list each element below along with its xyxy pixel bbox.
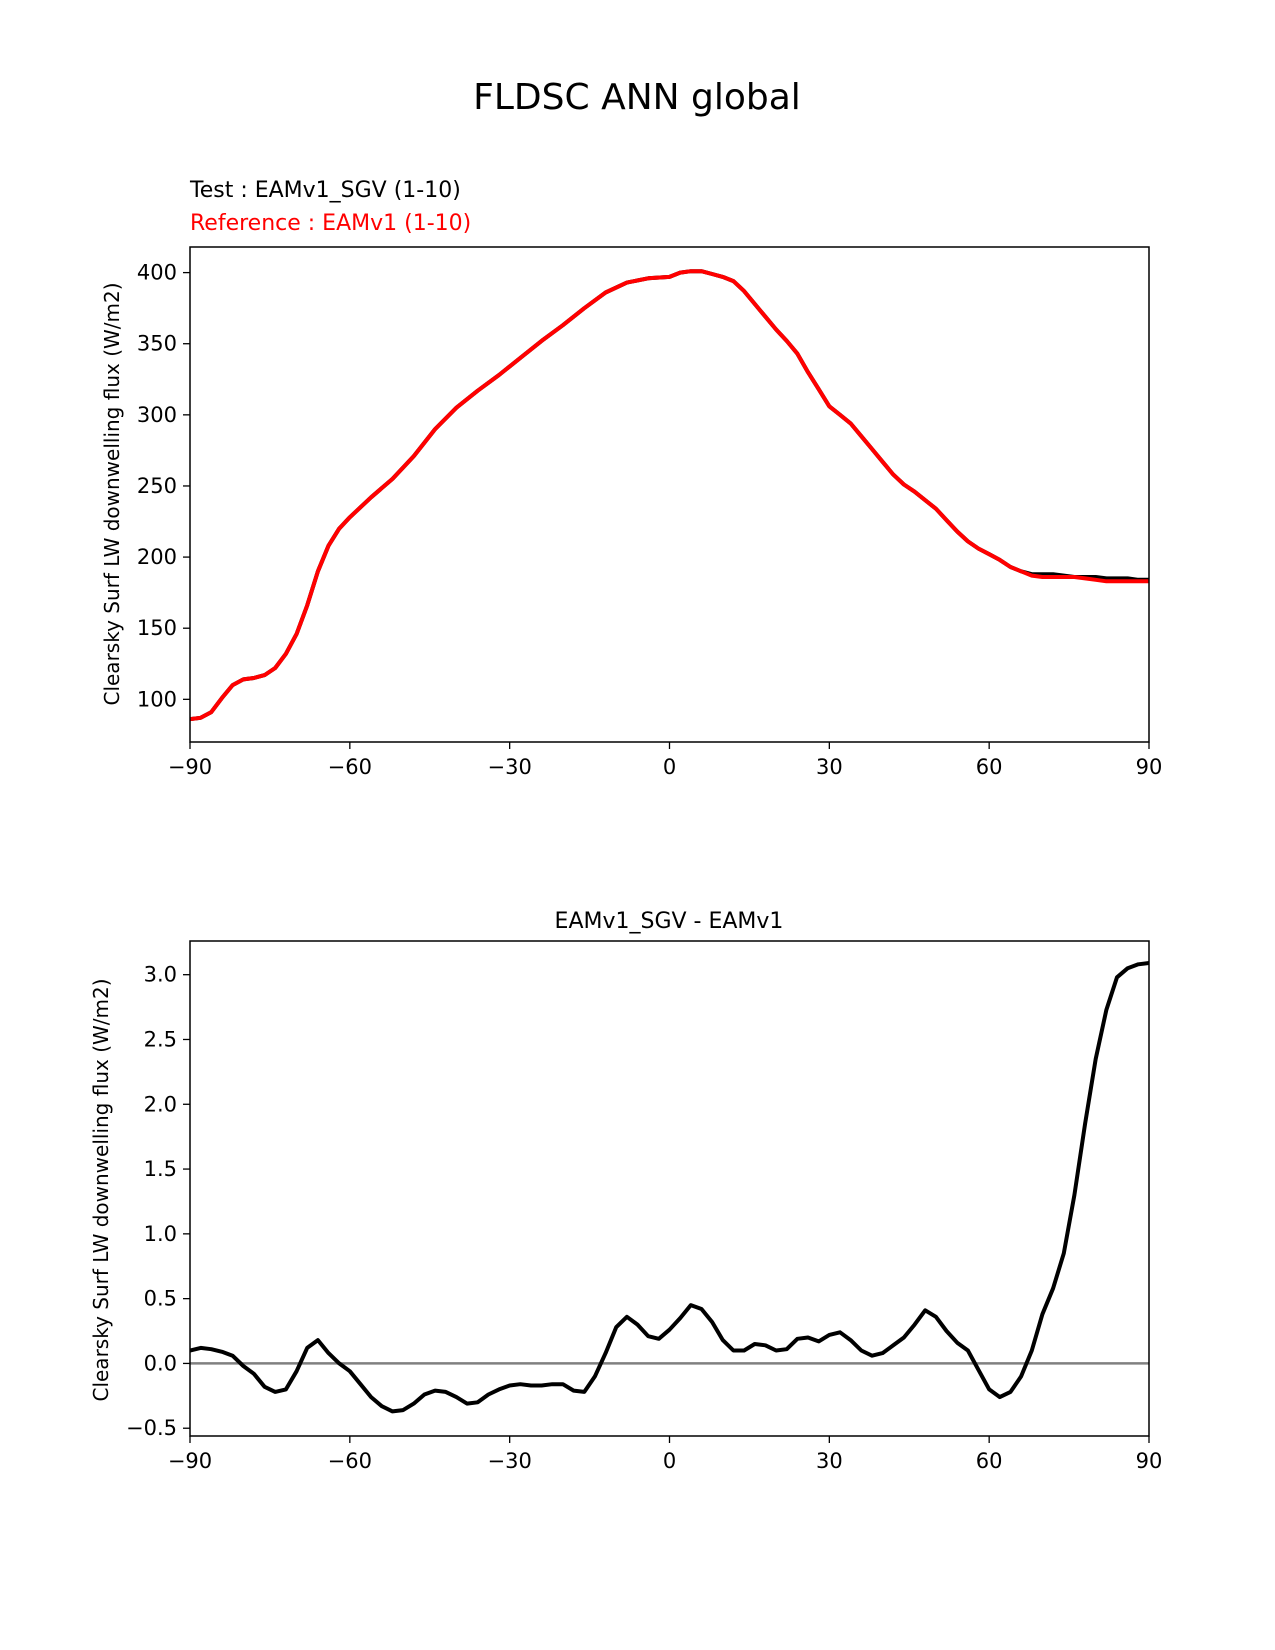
bottom-x-tick-label: −90 xyxy=(168,1449,212,1473)
top-plot-area: −90 −60 −30 0 30 60 90 100 150 200 250 300 350 400 xyxy=(137,261,1162,779)
bottom-y-tick-label: 0.0 xyxy=(144,1351,177,1375)
legend-reference-label: Reference : EAMv1 (1-10) xyxy=(190,211,471,236)
top-series-line-test-eamv1-sgv-1-10 xyxy=(190,269,1149,722)
legend-test-label: Test : EAMv1_SGV (1-10) xyxy=(189,178,461,203)
top-x-tick-label: −90 xyxy=(168,755,212,779)
bottom-y-tick-label: 2.5 xyxy=(144,1027,177,1051)
top-x-tick-label: −30 xyxy=(488,755,532,779)
bottom-y-tick-label: 2.0 xyxy=(144,1092,177,1116)
figure-title: FLDSC ANN global xyxy=(473,77,801,118)
bottom-x-tick-label: 0 xyxy=(663,1449,676,1473)
bottom-y-axis-label: Clearsky Surf LW downwelling flux (W/m2) xyxy=(89,978,113,1401)
bottom-series-line-eamv1-sgv-eamv1 xyxy=(190,961,1149,1414)
bottom-x-tick-label: 60 xyxy=(976,1449,1003,1473)
top-axes-frame xyxy=(189,246,1150,743)
top-y-tick-label: 250 xyxy=(137,474,177,498)
top-y-tick-label: 100 xyxy=(137,687,177,711)
top-y-tick-label: 150 xyxy=(137,616,177,640)
bottom-y-tick-label: −0.5 xyxy=(126,1416,177,1440)
top-panel: Test : EAMv1_SGV (1-10) Reference : EAMv… xyxy=(100,178,1162,779)
bottom-y-tick-label: 1.0 xyxy=(144,1222,177,1246)
bottom-panel: EAMv1_SGV - EAMv1 −90 −60 −30 0 30 60 90 −0.5 0.… xyxy=(89,909,1162,1473)
bottom-x-tick-label: 30 xyxy=(816,1449,843,1473)
top-y-axis-label: Clearsky Surf LW downwelling flux (W/m2) xyxy=(100,282,124,705)
top-y-tick-label: 350 xyxy=(137,332,177,356)
top-y-tick-label: 400 xyxy=(137,261,177,285)
bottom-x-tick-label: 90 xyxy=(1136,1449,1163,1473)
bottom-y-tick-label: 1.5 xyxy=(144,1157,177,1181)
top-x-tick-label: 0 xyxy=(663,755,676,779)
bottom-axes-frame xyxy=(189,940,1150,1437)
bottom-plot-area: −90 −60 −30 0 30 60 90 −0.5 0.0 0.5 1.0 1.5 2.0 2.5 3.… xyxy=(126,961,1163,1473)
bottom-chart-title: EAMv1_SGV - EAMv1 xyxy=(555,909,784,934)
top-series-line-reference-eamv1-1-10 xyxy=(190,269,1149,722)
bottom-x-tick-label: −30 xyxy=(488,1449,532,1473)
top-x-tick-label: −60 xyxy=(328,755,372,779)
top-x-tick-label: 90 xyxy=(1136,755,1163,779)
top-y-tick-label: 200 xyxy=(137,545,177,569)
bottom-y-tick-label: 3.0 xyxy=(144,963,177,987)
bottom-x-tick-label: −60 xyxy=(328,1449,372,1473)
top-x-tick-label: 30 xyxy=(816,755,843,779)
top-x-tick-label: 60 xyxy=(976,755,1003,779)
bottom-y-tick-label: 0.5 xyxy=(144,1287,177,1311)
top-y-tick-label: 300 xyxy=(137,403,177,427)
